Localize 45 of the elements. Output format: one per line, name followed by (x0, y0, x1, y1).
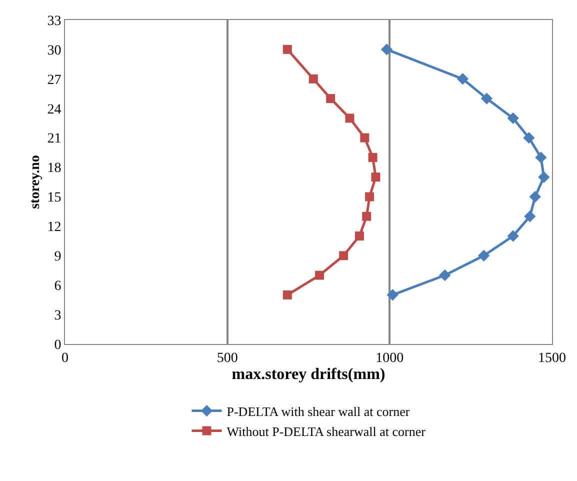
y-axis-title: storey.no (28, 155, 43, 209)
point (308, 74, 318, 84)
point (354, 232, 364, 240)
y-tick-label: 0 (54, 338, 62, 353)
y-tick-label: 30 (47, 43, 62, 58)
point (439, 269, 451, 282)
point (315, 270, 324, 280)
x-tick-label: 1000 (376, 350, 404, 366)
point (535, 152, 547, 164)
y-tick-label: 12 (47, 220, 62, 236)
point (368, 152, 378, 162)
point (365, 192, 374, 202)
point (480, 92, 493, 104)
point (345, 114, 354, 123)
point (456, 73, 469, 85)
x-tick-label: 1500 (538, 350, 566, 366)
y-tick-label: 27 (47, 72, 62, 88)
y-tick-label: 9 (54, 250, 62, 265)
y-tick-label: 21 (47, 132, 62, 147)
point (360, 133, 370, 142)
y-tick-label: 15 (47, 190, 62, 206)
y-tick-label: 33 (47, 14, 62, 29)
point (538, 171, 550, 183)
point (339, 251, 348, 260)
point (380, 44, 393, 56)
y-tick-label: 24 (47, 102, 62, 118)
y-tick-label: 6 (54, 278, 62, 294)
point (326, 94, 336, 104)
point (362, 212, 372, 221)
point (529, 190, 541, 203)
y-tick-label: 3 (54, 308, 62, 324)
point (507, 230, 519, 242)
point (523, 132, 535, 144)
legend-label: Without P-DELTA shearwall at corner (226, 424, 426, 439)
y-tick-label: 18 (47, 161, 62, 176)
point (507, 112, 519, 124)
point (478, 250, 490, 262)
x-axis-title: max.storey drifts(mm) (232, 366, 386, 383)
point (371, 172, 380, 182)
legend-label: P-DELTA with shear wall at corner (226, 404, 410, 419)
point (282, 44, 292, 54)
x-tick-label: 500 (216, 350, 238, 366)
point (524, 210, 536, 222)
point (282, 290, 292, 300)
point (386, 289, 398, 301)
